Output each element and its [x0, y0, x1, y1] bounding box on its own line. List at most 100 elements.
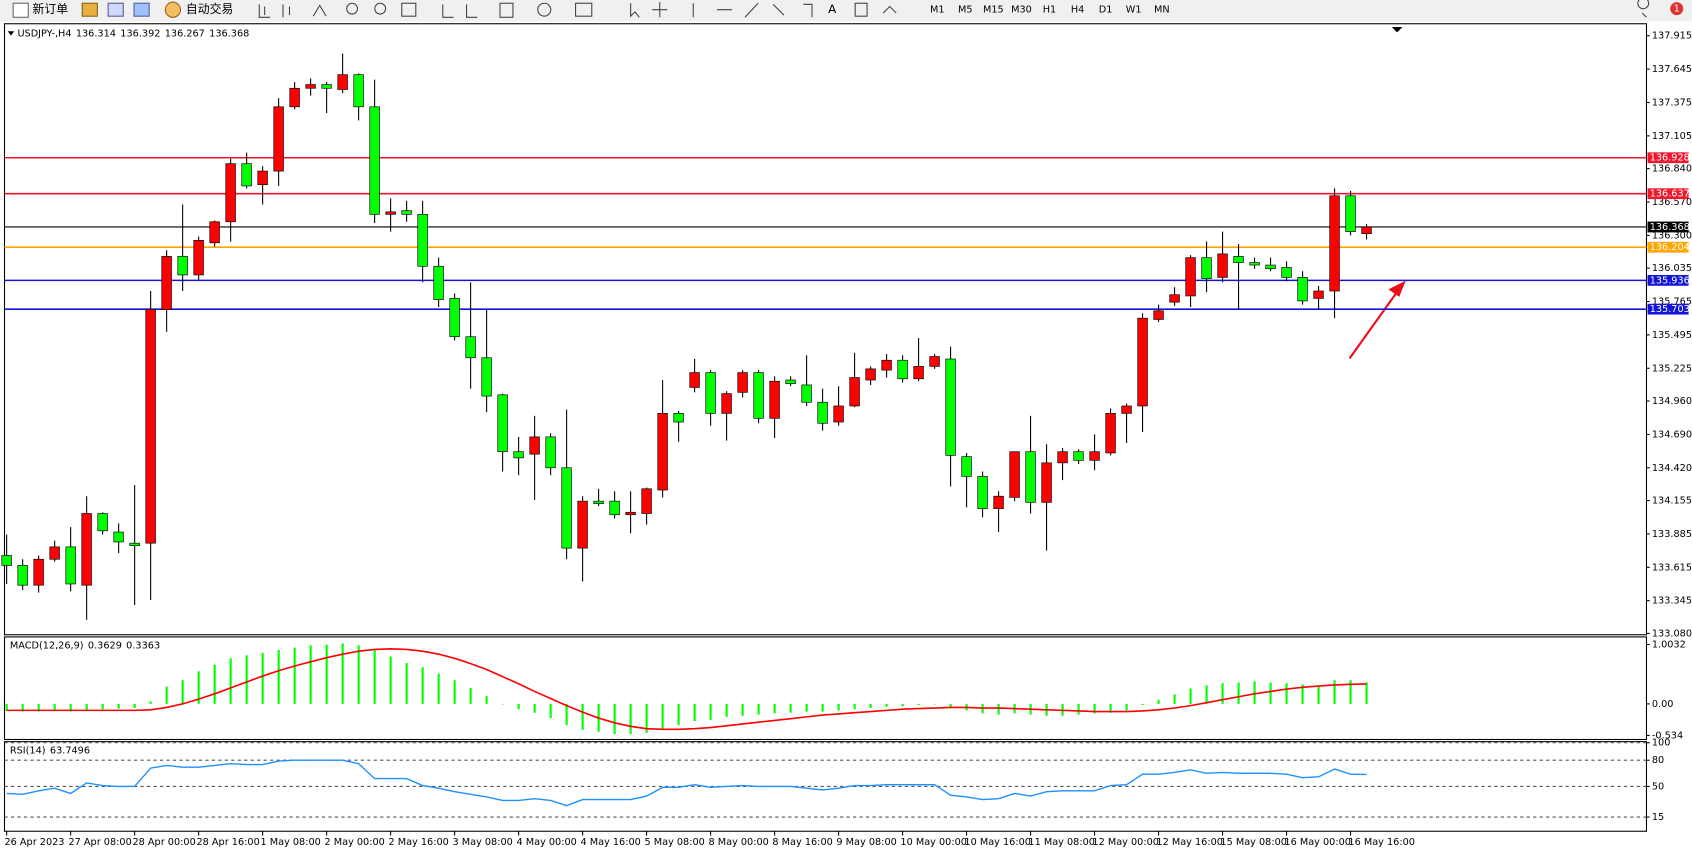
x-tick-label: 15 May 08:00: [1220, 837, 1287, 848]
y-tick-label: 134.420: [1652, 463, 1692, 474]
macd-histogram-bar: [645, 703, 648, 733]
candle-body: [145, 309, 156, 544]
macd-histogram-bar: [1301, 684, 1304, 704]
candle-body: [193, 239, 204, 276]
macd-histogram-bar: [149, 701, 152, 704]
macd-histogram-bar: [245, 655, 248, 704]
scroll-icons[interactable]: [442, 4, 478, 18]
candle-body: [1041, 462, 1052, 503]
indicators-icon[interactable]: [499, 2, 514, 18]
x-tick-label: 8 May 16:00: [772, 837, 832, 848]
macd-histogram-bar: [5, 703, 8, 711]
price-level-label: 136.368: [1650, 222, 1690, 233]
timeframe-button[interactable]: D1: [1099, 5, 1113, 16]
macd-histogram-bar: [581, 703, 584, 730]
candle-body: [657, 413, 668, 491]
candle-body: [1265, 264, 1276, 270]
notification-count[interactable]: 1: [1674, 4, 1680, 15]
macd-histogram-bar: [1333, 680, 1336, 704]
candle-body: [1009, 451, 1020, 498]
x-tick-label: 16 May 16:00: [1348, 837, 1415, 848]
macd-histogram-bar: [133, 703, 136, 709]
toolbar-icon[interactable]: [81, 2, 98, 17]
chart-tools: A: [258, 0, 1650, 18]
auto-trade-icon[interactable]: [164, 1, 182, 18]
timeframe-button[interactable]: MN: [1154, 5, 1170, 16]
x-tick-label: 5 May 08:00: [644, 837, 704, 848]
macd-histogram-bar: [485, 696, 488, 704]
price-level-tag: [1647, 188, 1689, 200]
new-order-icon[interactable]: [12, 2, 29, 18]
auto-trade-button[interactable]: 自动交易: [186, 2, 233, 16]
candle-body: [1313, 290, 1324, 299]
macd-histogram-bar: [69, 703, 72, 712]
candle-body: [81, 513, 92, 586]
candle-body: [1281, 267, 1292, 278]
x-tick-label: 28 Apr 00:00: [132, 837, 195, 848]
y-tick-label: -0.534: [1652, 730, 1683, 741]
label-tool[interactable]: [854, 2, 868, 17]
timeframe-button[interactable]: H4: [1071, 5, 1084, 16]
periods-icon[interactable]: [537, 2, 552, 17]
new-order-button[interactable]: 新订单: [33, 2, 69, 16]
price-level-tag: [1647, 303, 1689, 315]
candle-body: [129, 542, 140, 546]
candle-body: [673, 413, 684, 423]
candle-body: [225, 163, 236, 223]
candle-body: [257, 170, 268, 186]
price-level-label: 136.637: [1650, 189, 1690, 200]
timeframe-button[interactable]: M5: [958, 5, 973, 16]
x-tick-label: 12 May 16:00: [1156, 837, 1223, 848]
timeframe-button[interactable]: M15: [983, 5, 1004, 16]
macd-histogram-bar: [757, 703, 760, 715]
y-tick-label: 134.690: [1652, 429, 1692, 440]
x-tick-label: 28 Apr 16:00: [196, 837, 259, 848]
macd-histogram-bar: [997, 703, 1000, 715]
macd-histogram-bar: [1109, 703, 1112, 713]
y-tick-label: 134.960: [1652, 396, 1692, 407]
macd-histogram-bar: [1173, 694, 1176, 704]
pane-header: 0.3363: [126, 641, 160, 652]
candle-body: [1025, 451, 1036, 503]
drawing-tools[interactable]: [630, 2, 813, 18]
toolbar-icon[interactable]: [133, 2, 150, 17]
symbol-menu-marker[interactable]: [7, 31, 15, 36]
candle-body: [1361, 226, 1372, 234]
y-tick-label: 137.105: [1652, 131, 1692, 142]
candle-body: [449, 298, 460, 338]
macd-histogram-bar: [373, 650, 376, 704]
text-tool[interactable]: A: [828, 2, 837, 16]
templates-icon[interactable]: [575, 2, 593, 17]
candle-body: [705, 372, 716, 414]
arrows-tool[interactable]: [882, 5, 897, 14]
zoom-in-icon[interactable]: [346, 2, 359, 15]
notification-badge[interactable]: [1670, 2, 1684, 16]
timeframe-button[interactable]: M1: [930, 5, 945, 16]
toolbar-icon[interactable]: [107, 2, 124, 17]
macd-histogram-bar: [677, 703, 680, 726]
chart-shift-marker[interactable]: [1391, 26, 1403, 33]
y-tick-label: 133.885: [1652, 529, 1692, 540]
y-tick-label: 15: [1652, 812, 1664, 823]
timeframe-button[interactable]: H1: [1043, 5, 1056, 16]
chart-type-icons[interactable]: [258, 4, 327, 18]
candle-body: [689, 372, 700, 388]
candle-body: [721, 393, 732, 414]
macd-histogram-bar: [1141, 703, 1144, 706]
x-tick-label: 12 May 00:00: [1092, 837, 1159, 848]
arrow-head: [1388, 280, 1406, 297]
timeframe-button[interactable]: W1: [1126, 5, 1142, 16]
y-tick-label: 1.0032: [1652, 639, 1686, 650]
pane-header: 136.392: [120, 28, 160, 39]
candle-body: [945, 358, 956, 456]
macd-histogram-bar: [501, 703, 504, 705]
tile-icon[interactable]: [401, 2, 417, 17]
timeframe-button[interactable]: M30: [1011, 5, 1032, 16]
candle-body: [1, 555, 12, 566]
macd-pane: [3, 636, 1648, 741]
candle-body: [577, 500, 588, 549]
candle-body: [545, 436, 556, 469]
macd-histogram-bar: [533, 703, 536, 713]
zoom-out-icon[interactable]: [374, 2, 387, 15]
candle-body: [1345, 195, 1356, 232]
